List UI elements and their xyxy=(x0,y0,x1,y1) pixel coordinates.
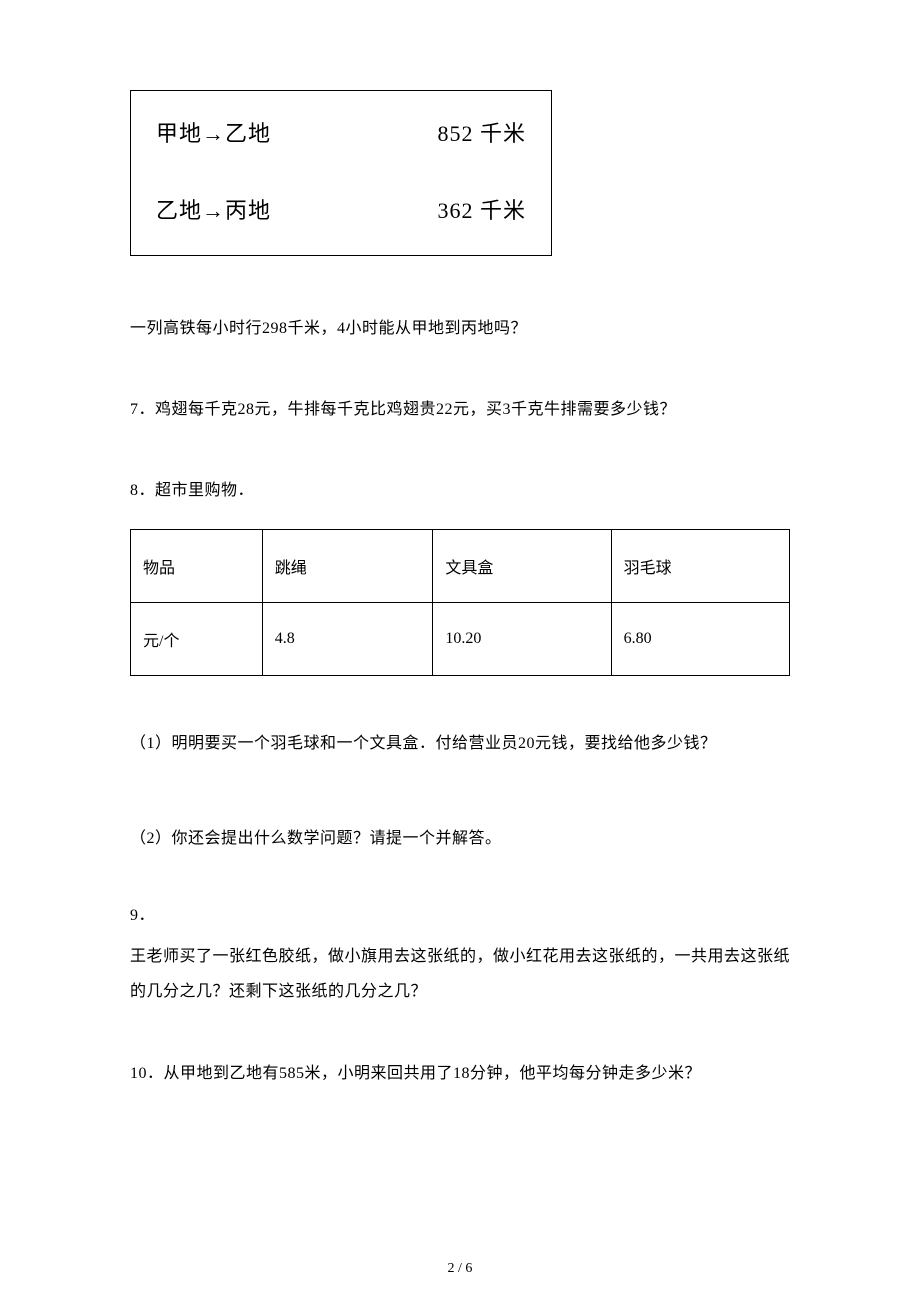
table-cell: 10.20 xyxy=(433,602,611,675)
distance-value: 852 千米 xyxy=(437,116,526,148)
question-9-number: 9． xyxy=(130,898,790,933)
arrow-icon: → xyxy=(202,198,225,223)
distance-row: 乙地→丙地 362 千米 xyxy=(156,193,526,225)
table-cell-header: 物品 xyxy=(131,529,263,602)
question-8-sub1: （1）明明要买一个羽毛球和一个文具盒．付给营业员20元钱，要找给他多少钱？ xyxy=(130,726,790,761)
table-row: 元/个 4.8 10.20 6.80 xyxy=(131,602,790,675)
page: 甲地→乙地 852 千米 乙地→丙地 362 千米 一列高铁每小时行298千米，… xyxy=(0,0,920,1302)
route-from: 乙地 xyxy=(156,198,202,223)
table-cell-header: 文具盒 xyxy=(433,529,611,602)
question-8-sub2: （2）你还会提出什么数学问题？请提一个并解答。 xyxy=(130,821,790,856)
question-9-text: 王老师买了一张红色胶纸，做小旗用去这张纸的，做小红花用去这张纸的，一共用去这张纸… xyxy=(130,939,790,1009)
shop-table: 物品 跳绳 文具盒 羽毛球 元/个 4.8 10.20 6.80 xyxy=(130,529,790,676)
table-cell: 6.80 xyxy=(611,602,789,675)
question-8-title: 8．超市里购物． xyxy=(130,473,790,508)
question-7-text: 7．鸡翅每千克28元，牛排每千克比鸡翅贵22元，买3千克牛排需要多少钱？ xyxy=(130,392,790,427)
route-to: 丙地 xyxy=(225,198,271,223)
distance-route: 甲地→乙地 xyxy=(156,116,271,148)
route-to: 乙地 xyxy=(225,121,271,146)
table-cell-header: 跳绳 xyxy=(262,529,433,602)
distance-value: 362 千米 xyxy=(437,193,526,225)
table-cell-header: 羽毛球 xyxy=(611,529,789,602)
table-cell: 元/个 xyxy=(131,602,263,675)
arrow-icon: → xyxy=(202,121,225,146)
distance-row: 甲地→乙地 852 千米 xyxy=(156,116,526,148)
table-cell: 4.8 xyxy=(262,602,433,675)
table-row: 物品 跳绳 文具盒 羽毛球 xyxy=(131,529,790,602)
distance-box: 甲地→乙地 852 千米 乙地→丙地 362 千米 xyxy=(130,90,552,256)
question-10-text: 10．从甲地到乙地有585米，小明来回共用了18分钟，他平均每分钟走多少米？ xyxy=(130,1056,790,1091)
distance-route: 乙地→丙地 xyxy=(156,193,271,225)
page-number: 2 / 6 xyxy=(0,1261,920,1277)
question-6-text: 一列高铁每小时行298千米，4小时能从甲地到丙地吗？ xyxy=(130,311,790,346)
route-from: 甲地 xyxy=(156,121,202,146)
